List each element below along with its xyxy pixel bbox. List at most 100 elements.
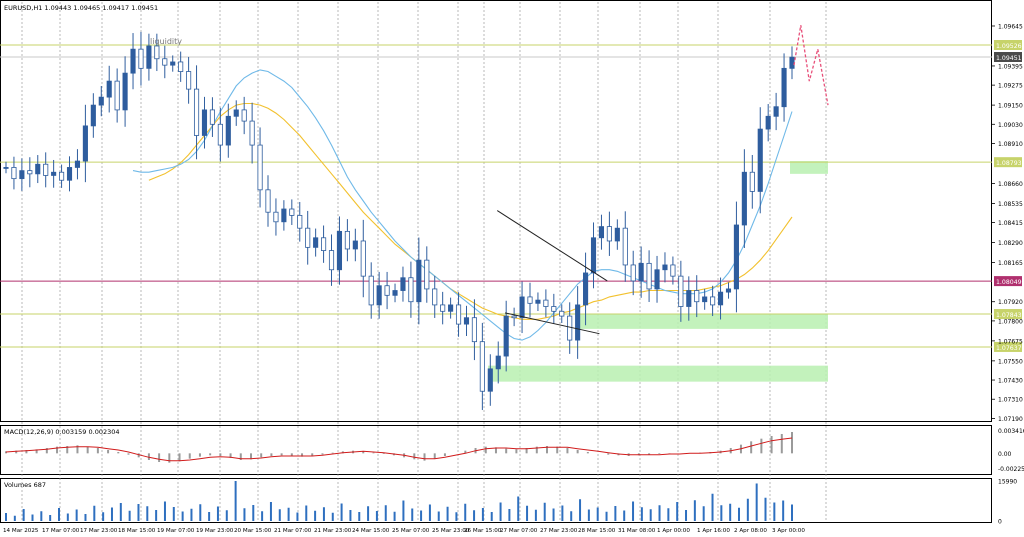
candle bbox=[130, 33, 136, 90]
candle bbox=[43, 152, 49, 188]
candle-body bbox=[297, 215, 303, 229]
candle-body bbox=[749, 171, 755, 192]
candle bbox=[193, 65, 200, 160]
candle bbox=[186, 56, 192, 104]
candle-body bbox=[344, 230, 350, 250]
candle-body bbox=[241, 109, 247, 122]
candle bbox=[305, 210, 311, 265]
candle bbox=[138, 31, 144, 86]
candle-body bbox=[606, 226, 612, 242]
candle bbox=[321, 225, 327, 263]
candle-body bbox=[281, 208, 287, 223]
macd-signal-line bbox=[5, 437, 793, 462]
candle-body bbox=[471, 317, 477, 343]
candle bbox=[178, 51, 184, 82]
price-tick-label: 1.07550 bbox=[998, 358, 1023, 365]
candle bbox=[702, 288, 708, 310]
price-tick-label: 1.08660 bbox=[998, 181, 1023, 188]
time-label: 1 Apr 16:00 bbox=[697, 528, 730, 534]
candle bbox=[551, 293, 557, 324]
candle-body bbox=[146, 45, 152, 69]
candle-body bbox=[392, 290, 398, 296]
candle-body bbox=[638, 262, 644, 282]
time-label: 24 Mar 15:00 bbox=[352, 528, 390, 534]
ma-fast-line bbox=[132, 69, 793, 341]
time-label: 2 Apr 08:00 bbox=[734, 528, 767, 534]
candle-body bbox=[170, 61, 176, 66]
candle-body bbox=[646, 262, 652, 290]
price-tick-label: 1.09275 bbox=[998, 83, 1023, 90]
trendline bbox=[505, 312, 600, 335]
candle-body bbox=[416, 259, 422, 303]
candle bbox=[511, 307, 517, 327]
candle-body bbox=[575, 304, 581, 341]
trendline bbox=[496, 210, 608, 282]
price-level-tag bbox=[994, 51, 1022, 62]
time-label: 1 Apr 00:00 bbox=[657, 528, 690, 534]
macd-tick-label: 0.003416 bbox=[998, 428, 1024, 435]
candle bbox=[297, 201, 303, 242]
price-axis: 1.09645 1.09395 1.09275 1.09150 1.09030 1.089… bbox=[992, 23, 1023, 423]
candle bbox=[694, 275, 700, 318]
price-tick-label: 1.07920 bbox=[998, 299, 1023, 306]
candle bbox=[35, 155, 41, 184]
time-label: 28 Mar 15:00 bbox=[578, 528, 616, 534]
candle bbox=[241, 96, 247, 135]
candle-body bbox=[702, 296, 708, 303]
candle-body bbox=[725, 288, 732, 293]
candle-body bbox=[543, 299, 549, 307]
candle bbox=[463, 305, 470, 336]
price-level-tag bbox=[994, 276, 1022, 287]
candle-body bbox=[710, 296, 716, 306]
time-label: 25 Mar 23:00 bbox=[432, 528, 470, 534]
candle-body bbox=[455, 304, 462, 325]
price-level-label: 1.08793 bbox=[996, 160, 1022, 167]
candle bbox=[765, 104, 771, 142]
candle bbox=[733, 201, 739, 313]
time-label: 17 Mar 07:00 bbox=[42, 528, 80, 534]
support-zone bbox=[790, 161, 828, 174]
time-label: 18 Mar 15:00 bbox=[118, 528, 156, 534]
candle bbox=[27, 157, 33, 188]
candle-body bbox=[233, 109, 239, 117]
candle bbox=[590, 222, 597, 289]
candle-body bbox=[114, 80, 120, 111]
candle bbox=[471, 299, 477, 361]
candle-body bbox=[257, 144, 263, 191]
candle bbox=[710, 285, 716, 317]
candle-body bbox=[138, 48, 144, 69]
candle bbox=[662, 252, 668, 283]
candle-body bbox=[583, 272, 589, 306]
candle bbox=[352, 228, 358, 262]
candle-body bbox=[440, 304, 446, 312]
price-tick-label: 1.08165 bbox=[998, 260, 1023, 267]
candle-body bbox=[567, 315, 573, 341]
candle-body bbox=[400, 277, 406, 291]
candle-body bbox=[3, 167, 9, 169]
candle-body bbox=[43, 163, 49, 176]
candle bbox=[313, 228, 319, 257]
time-label: 27 Mar 07:00 bbox=[500, 528, 538, 534]
ma-slow-line bbox=[148, 102, 793, 320]
candle bbox=[98, 85, 104, 117]
candle bbox=[535, 292, 541, 311]
candle bbox=[74, 149, 81, 180]
price-tick-label: 1.07675 bbox=[998, 338, 1023, 345]
liquidity-annotation: liquidity bbox=[150, 37, 182, 46]
candle bbox=[328, 234, 335, 286]
candle-body bbox=[305, 227, 311, 248]
candle-body bbox=[201, 109, 208, 136]
candle-body bbox=[535, 299, 541, 304]
price-tick-label: 1.07430 bbox=[998, 378, 1023, 385]
candle bbox=[19, 158, 25, 191]
time-label: 31 Mar 08:00 bbox=[618, 528, 656, 534]
candle bbox=[400, 266, 406, 302]
support-zones bbox=[488, 161, 828, 382]
main-chart-frame bbox=[0, 0, 992, 422]
candle bbox=[408, 261, 414, 318]
candle bbox=[495, 341, 501, 384]
time-label: 21 Mar 07:00 bbox=[274, 528, 312, 534]
time-axis: 14 Mar 2025 17 Mar 07:00 17 Mar 23:00 18 Ma… bbox=[3, 528, 805, 534]
candle-body bbox=[590, 237, 597, 274]
